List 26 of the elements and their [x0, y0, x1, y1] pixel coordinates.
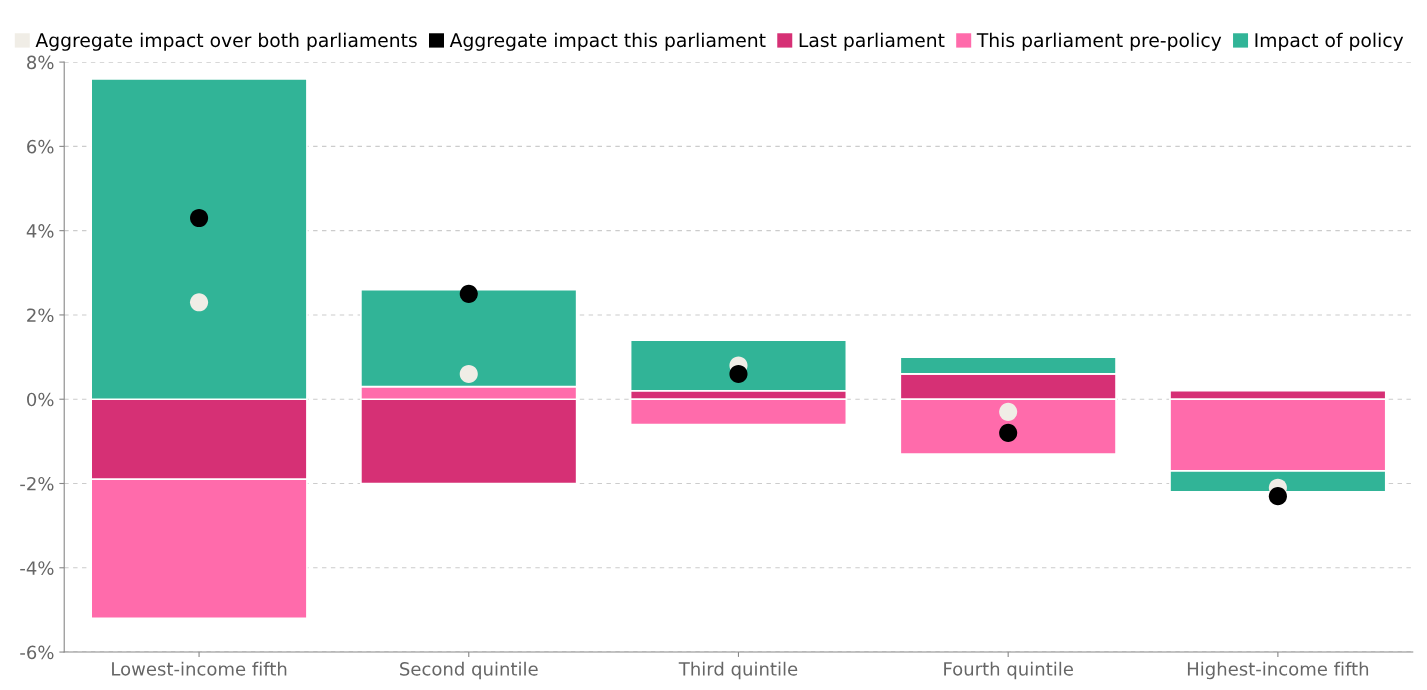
- legend-label: Aggregate impact over both parliaments: [35, 32, 417, 51]
- x-tick-label: Lowest-income fifth: [112, 661, 287, 676]
- point: [459, 284, 478, 303]
- legend-label: This parliament pre-policy: [976, 32, 1222, 51]
- x-tick-label: Second quintile: [400, 661, 538, 680]
- point: [999, 423, 1018, 442]
- y-tick-label: 6%: [27, 139, 54, 154]
- point: [459, 364, 478, 383]
- y-tick-label: 4%: [26, 224, 54, 238]
- y-tick-label: 8%: [27, 55, 54, 70]
- y-tick-label: -2%: [20, 476, 54, 491]
- point: [729, 364, 748, 383]
- legend-label: Last parliament: [799, 32, 945, 51]
- point: [190, 293, 209, 312]
- point: [190, 208, 209, 228]
- y-tick-label: -4%: [20, 561, 54, 575]
- point: [999, 402, 1018, 421]
- x-tick-label: Fourth quintile: [944, 661, 1073, 680]
- x-tick-label: Third quintile: [678, 661, 798, 680]
- y-tick-label: -6%: [20, 645, 54, 660]
- point: [1268, 487, 1287, 506]
- y-tick-label: 2%: [27, 308, 54, 323]
- y-tick-label: 0%: [27, 392, 54, 407]
- x-tick-label: Highest-income fifth: [1187, 661, 1369, 680]
- legend-label: Impact of policy: [1255, 32, 1404, 51]
- legend-label: Aggregate impact this parliament: [449, 32, 766, 51]
